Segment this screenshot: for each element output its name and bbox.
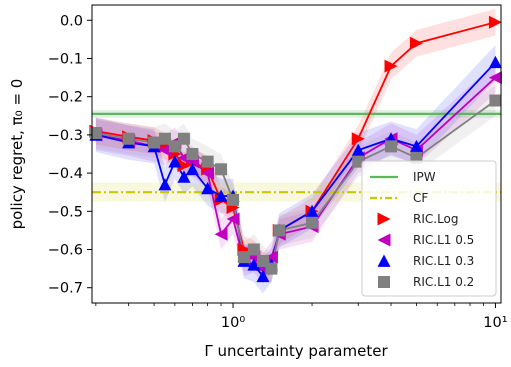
- x-tick-label: 10⁰: [221, 315, 245, 331]
- ric-l1-0-2-point: [122, 132, 135, 145]
- ric-l1-0-3-point: [158, 178, 172, 191]
- ric-l1-0-5-point: [488, 71, 502, 85]
- ric-l1-0-5-point: [214, 227, 228, 241]
- ric-l1-0-2-point: [215, 163, 228, 176]
- ric-l1-0-2-point: [158, 132, 171, 145]
- legend-ric-l1-0-2-label: RIC.L1 0.2: [413, 275, 474, 289]
- ric-l1-0-2-point: [201, 155, 214, 168]
- ric-l1-0-2-point: [148, 136, 161, 149]
- ric-l1-0-5-point: [158, 143, 172, 157]
- ric-log-point: [351, 132, 365, 146]
- legend-ric-l1-0-3-swatch: [377, 254, 391, 267]
- ric-l1-0-3-point: [214, 189, 228, 202]
- y-tick-label: −0.4: [48, 166, 83, 182]
- ric-l1-0-2-point: [385, 140, 398, 153]
- series-markers: [89, 15, 502, 283]
- ric-log-point: [177, 158, 191, 172]
- x-tick-label: 10¹: [483, 315, 507, 331]
- legend-ric-l1-0-5-label: RIC.L1 0.5: [413, 233, 474, 247]
- y-axis-label: policy regret, π₀ = 0: [8, 79, 26, 230]
- legend-ric-l1-0-2-swatch: [378, 276, 390, 288]
- legend-cf-label: CF: [413, 191, 428, 205]
- ric-l1-0-2-point: [247, 243, 260, 256]
- legend-ipw-label: IPW: [413, 170, 436, 184]
- ric-l1-0-2-point: [265, 262, 278, 275]
- ric-l1-0-5-band: [95, 62, 496, 284]
- y-tick-label: −0.3: [48, 128, 83, 144]
- ric-l1-0-5-point: [226, 212, 240, 226]
- ric-l1-0-5-point: [264, 250, 278, 264]
- ric-l1-0-3-point: [247, 258, 261, 271]
- ric-log-point: [409, 36, 423, 50]
- legend-ric-log-label: RIC.Log: [413, 212, 459, 226]
- ric-l1-0-3-band: [95, 45, 496, 294]
- ric-l1-0-5-point: [201, 166, 215, 180]
- ric-l1-0-3-point: [409, 139, 423, 153]
- ric-l1-0-2-point: [306, 216, 319, 229]
- legend-ric-l1-0-5-swatch: [377, 233, 391, 247]
- legend: IPW CF RIC.Log RIC.L1 0.5 RIC.L1 0.3 RIC.L1 0…: [361, 160, 497, 297]
- ric-l1-0-3-point: [256, 269, 270, 283]
- ric-l1-0-3-point: [185, 162, 199, 176]
- ric-l1-0-2-point: [352, 155, 365, 168]
- y-tick-label: −0.7: [48, 281, 83, 297]
- y-tick-label: −0.1: [48, 51, 83, 67]
- legend-ric-log-swatch: [377, 212, 391, 226]
- y-tick-label: 0.0: [60, 13, 83, 29]
- plot-frame: [91, 4, 502, 304]
- ric-l1-0-3-point: [201, 181, 215, 195]
- ric-l1-0-2-point: [89, 126, 102, 139]
- legend-frame: [361, 160, 497, 297]
- y-tick-label: −0.2: [48, 90, 83, 106]
- ric-log-point: [384, 59, 398, 73]
- ric-l1-0-3-point: [177, 170, 191, 183]
- ric-l1-0-2-point: [273, 224, 286, 237]
- legend-ric-l1-0-3-label: RIC.L1 0.3: [413, 254, 474, 268]
- ric-l1-0-3-point: [305, 204, 319, 218]
- y-tick-label: −0.5: [48, 204, 83, 220]
- ric-l1-0-2-point: [227, 193, 240, 206]
- ric-l1-0-2-point: [237, 251, 250, 264]
- ric-l1-0-3-point: [488, 55, 502, 69]
- ric-l1-0-2-point: [186, 148, 199, 160]
- ric-l1-0-2-point: [489, 94, 502, 107]
- x-axis-label: Γ uncertainty parameter: [204, 342, 388, 360]
- ric-l1-0-2-point: [177, 132, 190, 145]
- ric-l1-0-3-point: [351, 143, 365, 157]
- ric-l1-0-2-point: [168, 140, 181, 153]
- axis-ticks: 0.0 −0.1 −0.2 −0.3 −0.4 −0.5 −0.6 −0.7 10⁰ 10¹: [48, 13, 508, 331]
- ric-l1-0-3-point: [168, 155, 182, 168]
- y-tick-label: −0.6: [48, 243, 83, 259]
- ric-log-point: [488, 15, 502, 29]
